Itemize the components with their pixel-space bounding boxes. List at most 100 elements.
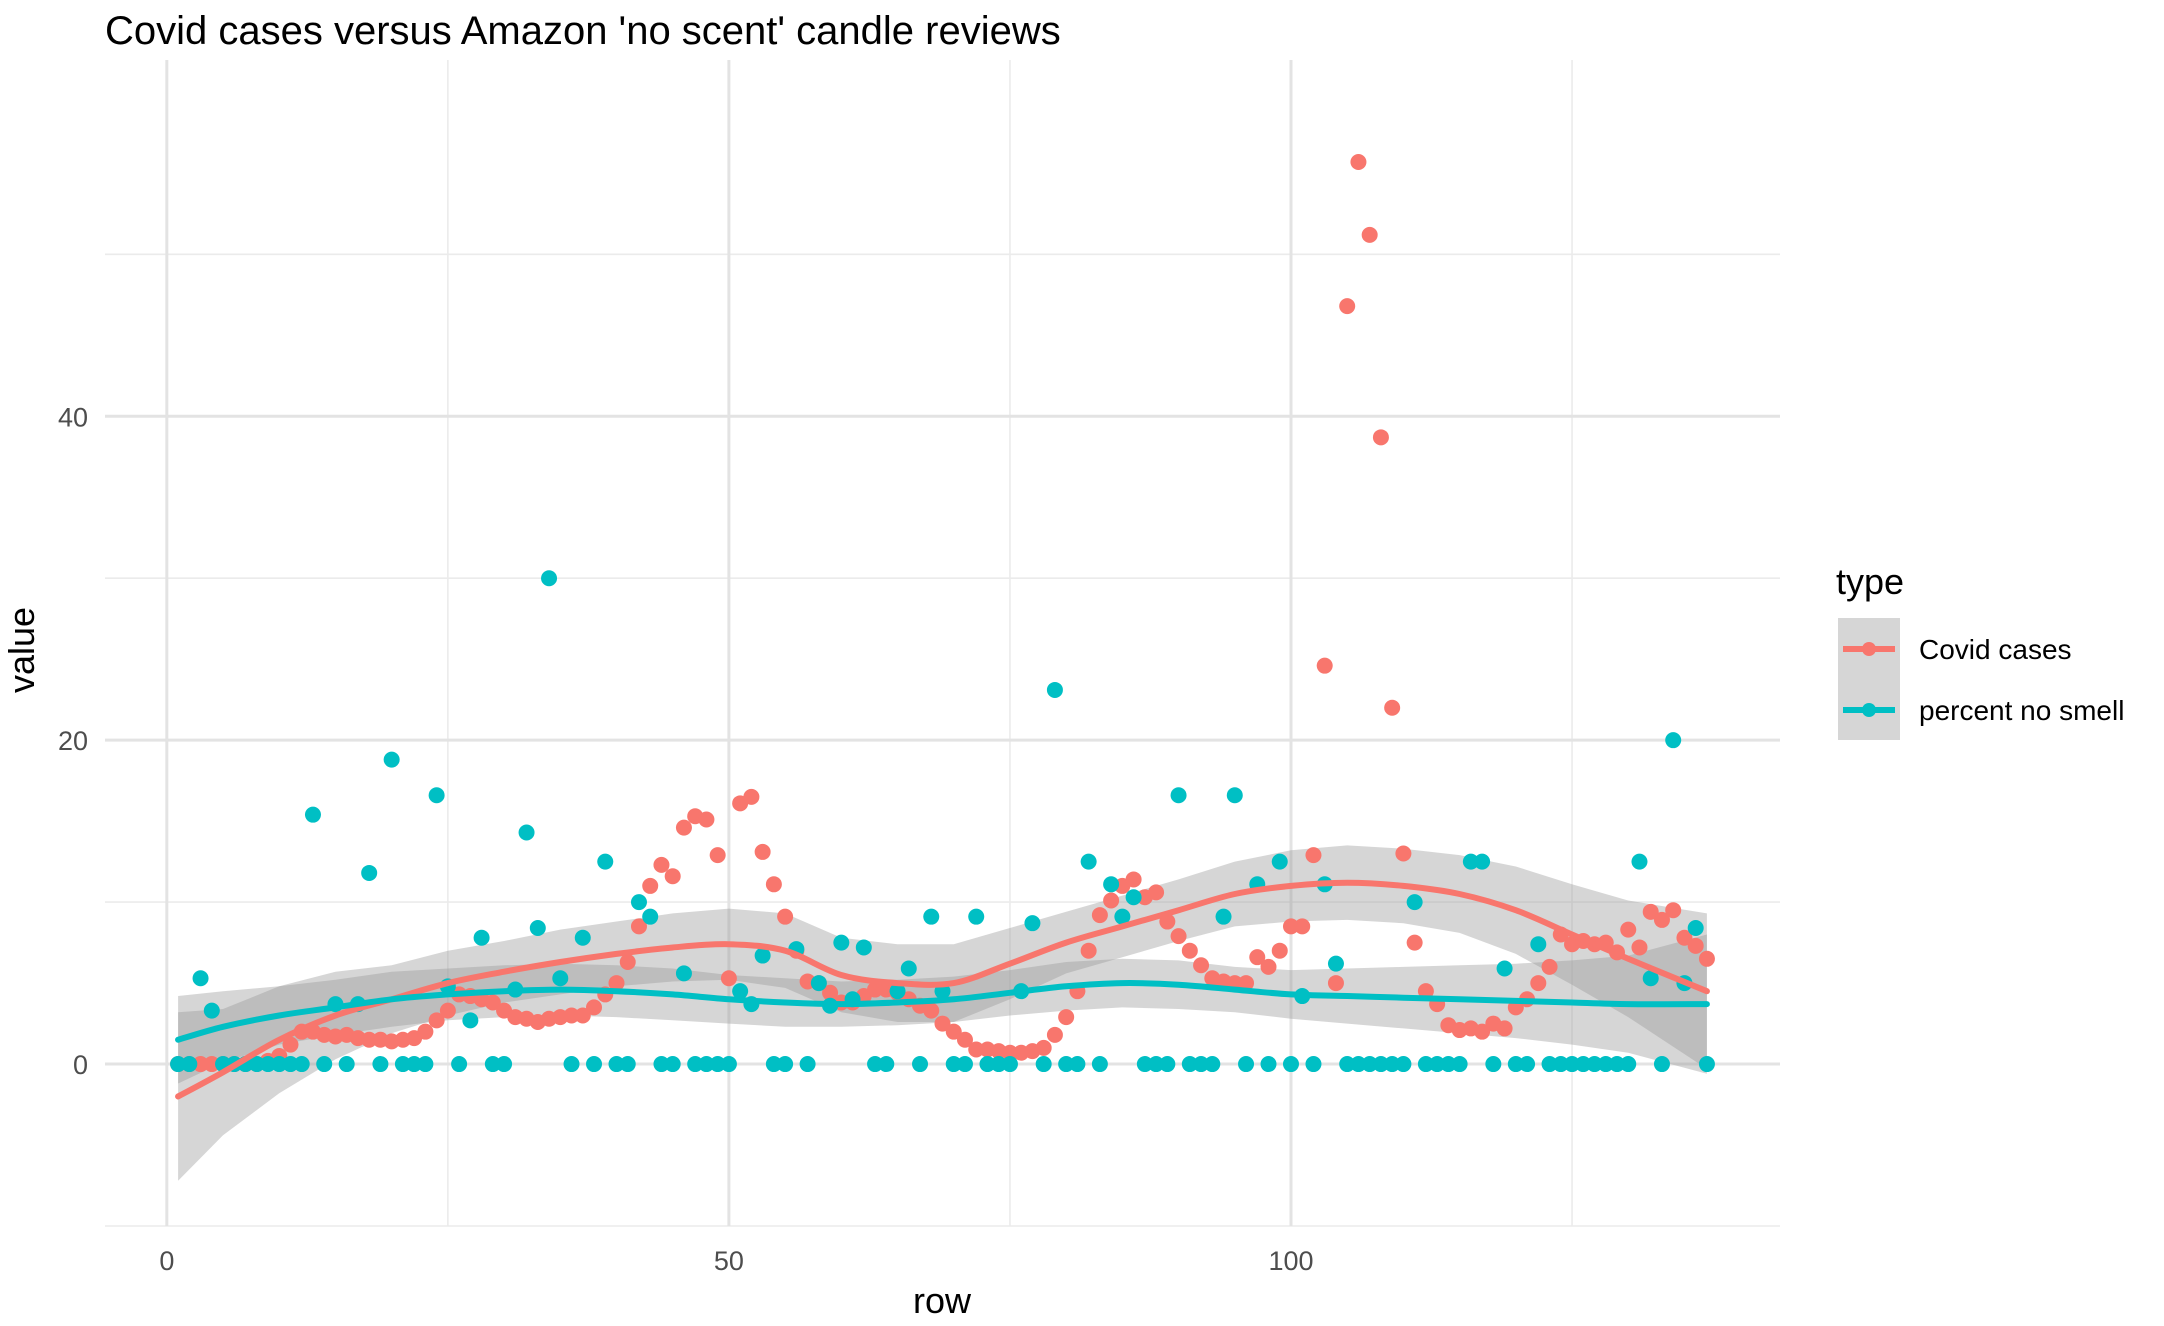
- data-point: [1417, 1056, 1434, 1073]
- data-point: [1698, 1056, 1715, 1073]
- data-point: [1541, 1056, 1558, 1073]
- data-point: [912, 1056, 929, 1073]
- data-point: [1001, 1044, 1018, 1061]
- data-point: [1350, 154, 1367, 171]
- data-point: [833, 934, 850, 951]
- data-point: [338, 1056, 355, 1073]
- data-point: [203, 1002, 220, 1019]
- data-point: [473, 929, 490, 946]
- data-point: [1327, 975, 1344, 992]
- data-point: [574, 1007, 591, 1024]
- data-point: [1339, 1056, 1356, 1073]
- data-point: [878, 1056, 895, 1073]
- data-point: [1316, 657, 1333, 674]
- data-point: [1665, 732, 1682, 749]
- data-point: [293, 1056, 310, 1073]
- data-point: [1552, 1056, 1569, 1073]
- data-point: [1698, 950, 1715, 967]
- data-point: [1260, 1056, 1277, 1073]
- data-point: [439, 1002, 456, 1019]
- data-point: [428, 787, 445, 804]
- data-point: [1170, 928, 1187, 945]
- data-point: [889, 983, 906, 1000]
- data-point: [799, 1056, 816, 1073]
- data-point: [248, 1056, 265, 1073]
- data-point: [1665, 902, 1682, 919]
- data-point: [1136, 1056, 1153, 1073]
- data-point: [1148, 1056, 1165, 1073]
- legend-key-point: [1862, 703, 1876, 717]
- data-point: [619, 954, 636, 971]
- data-point: [867, 1056, 884, 1073]
- data-point: [1462, 853, 1479, 870]
- data-point: [1080, 942, 1097, 959]
- data-point: [1103, 892, 1120, 909]
- data-point: [1046, 1026, 1063, 1043]
- data-point: [1372, 429, 1389, 446]
- x-tick-label: 100: [1268, 1246, 1313, 1276]
- x-axis-ticks: 0 50 100: [159, 1246, 1313, 1276]
- data-point: [406, 1056, 423, 1073]
- legend-key-point: [1862, 642, 1876, 656]
- data-point: [968, 908, 985, 925]
- data-point: [1159, 1056, 1176, 1073]
- data-point: [1024, 915, 1041, 932]
- data-point: [743, 788, 760, 805]
- data-point: [956, 1056, 973, 1073]
- data-point: [428, 1012, 445, 1029]
- data-point: [1474, 1023, 1491, 1040]
- data-point: [496, 1056, 513, 1073]
- smooth-line: [175, 879, 1710, 1100]
- data-point: [518, 824, 535, 841]
- data-point: [822, 984, 839, 1001]
- data-point: [1327, 955, 1344, 972]
- data-point: [1687, 920, 1704, 937]
- data-point: [451, 1056, 468, 1073]
- data-point: [664, 868, 681, 885]
- data-point: [462, 1012, 479, 1029]
- legend-label-covid-cases: Covid cases: [1919, 634, 2072, 665]
- data-point: [192, 1056, 209, 1073]
- data-point: [484, 994, 501, 1011]
- data-point: [1395, 845, 1412, 862]
- data-point: [754, 843, 771, 860]
- data-point: [642, 908, 659, 925]
- data-point: [529, 920, 546, 937]
- data-point: [1541, 958, 1558, 975]
- data-point: [1620, 921, 1637, 938]
- data-point: [1148, 884, 1165, 901]
- data-point: [765, 1056, 782, 1073]
- data-point: [698, 811, 715, 828]
- data-point: [1406, 894, 1423, 911]
- data-point: [1597, 1056, 1614, 1073]
- data-point: [394, 1056, 411, 1073]
- data-point: [1058, 1056, 1075, 1073]
- x-tick-label: 0: [159, 1246, 174, 1276]
- data-point: [1384, 699, 1401, 716]
- data-point: [675, 819, 692, 836]
- data-point: [192, 970, 209, 987]
- data-point: [1361, 226, 1378, 243]
- data-point: [968, 1041, 985, 1058]
- data-point: [1496, 1020, 1513, 1037]
- data-point: [563, 1056, 580, 1073]
- data-point: [586, 1056, 603, 1073]
- legend-label-percent-no-smell: percent no smell: [1919, 695, 2124, 726]
- confidence-ribbon: [178, 845, 1707, 1181]
- data-point: [417, 1056, 434, 1073]
- data-point: [552, 970, 569, 987]
- data-point: [900, 960, 917, 977]
- data-point: [1046, 681, 1063, 698]
- grid: [105, 60, 1780, 1227]
- data-point: [1305, 1056, 1322, 1073]
- data-point: [541, 570, 558, 587]
- data-point: [687, 1056, 704, 1073]
- data-point: [1238, 975, 1255, 992]
- data-point: [709, 1056, 726, 1073]
- data-point: [271, 1056, 288, 1073]
- data-point: [1238, 1056, 1255, 1073]
- data-point: [1653, 911, 1670, 928]
- data-point: [1125, 889, 1142, 906]
- data-point: [1271, 942, 1288, 959]
- data-point: [1114, 908, 1131, 925]
